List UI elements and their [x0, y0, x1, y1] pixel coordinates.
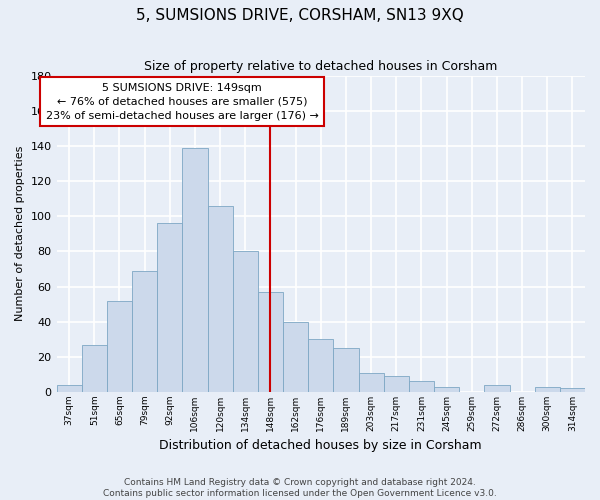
Bar [157, 223, 182, 392]
Bar [107, 300, 132, 392]
Bar [334, 348, 359, 392]
Text: Contains HM Land Registry data © Crown copyright and database right 2024.
Contai: Contains HM Land Registry data © Crown c… [103, 478, 497, 498]
Bar [535, 386, 560, 392]
Bar [56, 385, 82, 392]
Bar [409, 382, 434, 392]
Bar [359, 372, 383, 392]
Bar [283, 322, 308, 392]
X-axis label: Distribution of detached houses by size in Corsham: Distribution of detached houses by size … [160, 440, 482, 452]
Bar [258, 292, 283, 392]
Bar [434, 386, 459, 392]
Bar [82, 344, 107, 392]
Bar [182, 148, 208, 392]
Bar [383, 376, 409, 392]
Bar [208, 206, 233, 392]
Bar [560, 388, 585, 392]
Bar [132, 270, 157, 392]
Y-axis label: Number of detached properties: Number of detached properties [15, 146, 25, 322]
Text: 5, SUMSIONS DRIVE, CORSHAM, SN13 9XQ: 5, SUMSIONS DRIVE, CORSHAM, SN13 9XQ [136, 8, 464, 22]
Bar [484, 385, 509, 392]
Title: Size of property relative to detached houses in Corsham: Size of property relative to detached ho… [144, 60, 497, 73]
Bar [233, 252, 258, 392]
Text: 5 SUMSIONS DRIVE: 149sqm
← 76% of detached houses are smaller (575)
23% of semi-: 5 SUMSIONS DRIVE: 149sqm ← 76% of detach… [46, 82, 319, 120]
Bar [308, 340, 334, 392]
